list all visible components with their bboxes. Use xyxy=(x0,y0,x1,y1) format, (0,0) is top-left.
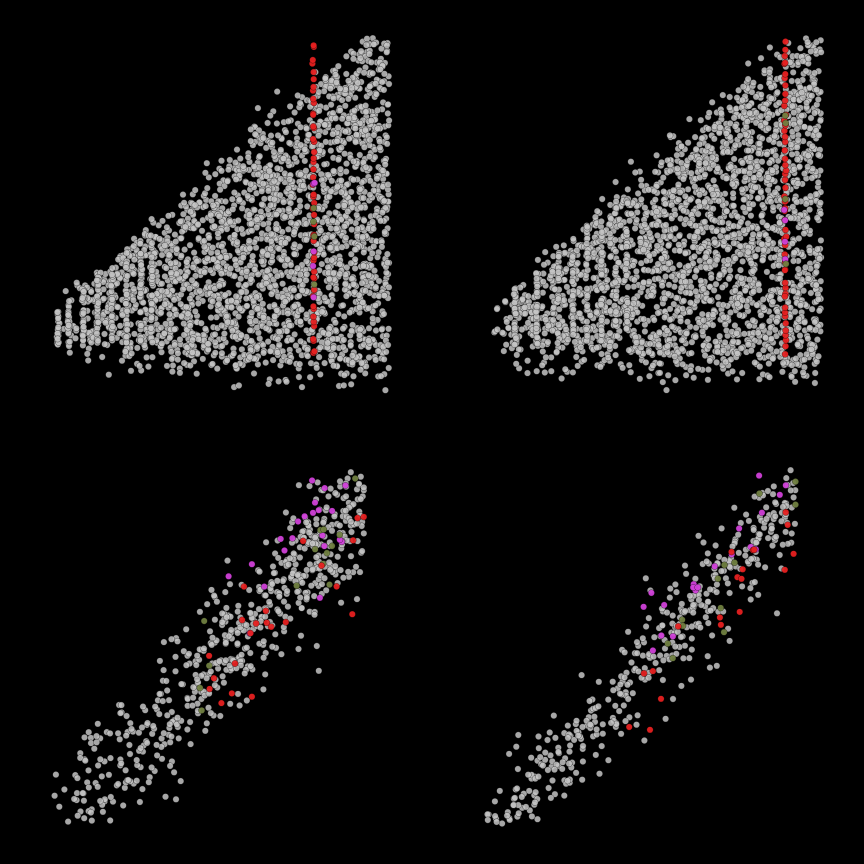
scatter-grid xyxy=(0,0,864,864)
panel-bottom-left xyxy=(0,432,432,864)
scatter-plot-top-left xyxy=(0,0,432,432)
panel-bottom-right xyxy=(432,432,864,864)
scatter-plot-bottom-right xyxy=(432,432,864,864)
panel-top-left xyxy=(0,0,432,432)
scatter-plot-top-right xyxy=(432,0,864,432)
scatter-plot-bottom-left xyxy=(0,432,432,864)
panel-top-right xyxy=(432,0,864,432)
